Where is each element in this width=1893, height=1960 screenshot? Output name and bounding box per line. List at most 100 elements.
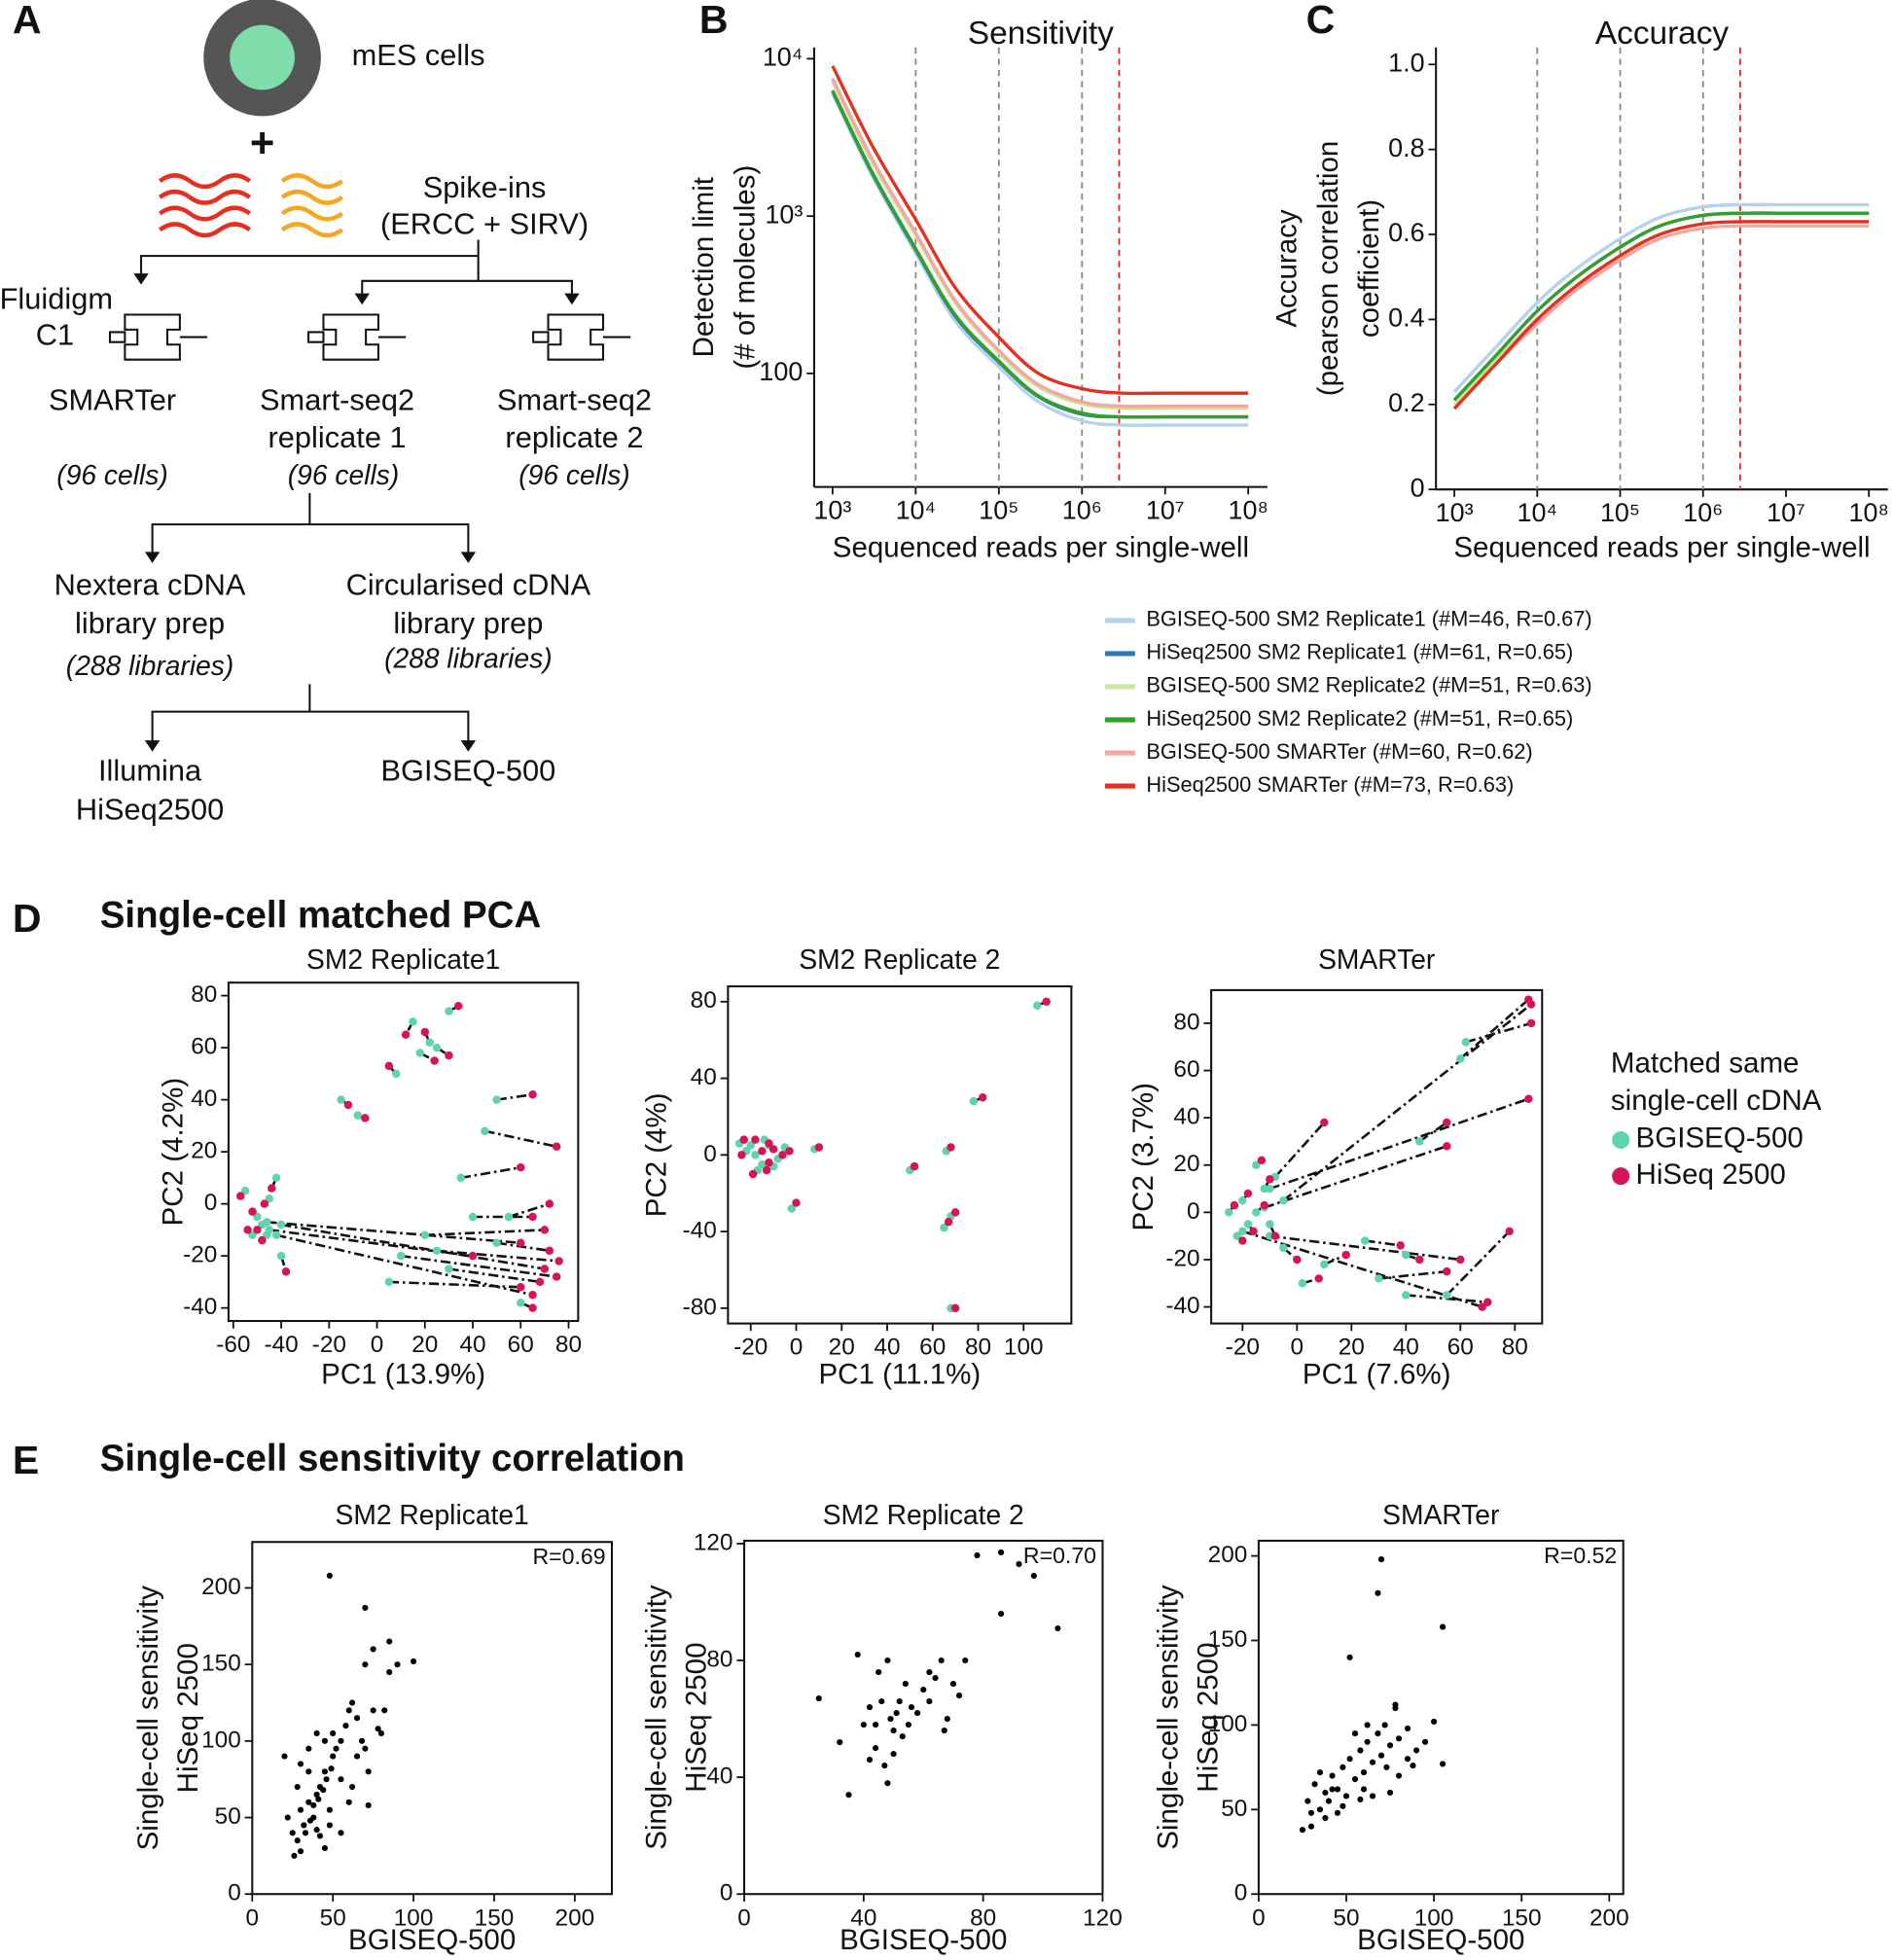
chip-icons — [108, 313, 631, 361]
y-axis-label: PC2 (4%) — [640, 1092, 672, 1217]
point — [432, 1043, 442, 1052]
legend-title: single-cell cDNA — [1611, 1085, 1822, 1117]
point — [1279, 1195, 1288, 1205]
point — [932, 1674, 939, 1682]
x-tick-label: 150 — [475, 1905, 515, 1931]
point — [1260, 1200, 1268, 1210]
point — [748, 1169, 758, 1179]
panel-label: D — [13, 896, 42, 941]
point — [787, 1204, 797, 1213]
point — [430, 1056, 439, 1065]
point — [353, 1111, 363, 1120]
point — [1298, 1279, 1307, 1288]
point — [884, 1657, 891, 1664]
x-tick-label: 10⁶ — [1683, 498, 1723, 527]
point — [1456, 1255, 1465, 1265]
y-tick-label: 0.4 — [1388, 303, 1424, 333]
series-line — [831, 90, 1249, 419]
point — [1320, 1260, 1329, 1269]
point — [330, 1729, 337, 1737]
point — [1322, 1814, 1329, 1822]
point — [887, 1716, 894, 1723]
point — [860, 1722, 867, 1728]
point — [396, 1251, 406, 1261]
x-tick-label: -60 — [216, 1332, 250, 1358]
x-tick-label: 0 — [371, 1332, 384, 1358]
point — [1249, 1227, 1258, 1236]
point — [338, 1830, 344, 1836]
x-tick-label: 80 — [965, 1335, 991, 1361]
point — [294, 1837, 301, 1844]
point — [1266, 1175, 1274, 1184]
chart: SMARTer -20 0 20 40 60 80 -40 -20 0 20 40 60 80 PC1 (7… — [1127, 944, 1822, 1390]
point — [1375, 1730, 1381, 1737]
point — [445, 1265, 453, 1273]
point — [910, 1161, 919, 1171]
point — [321, 1737, 328, 1744]
point — [326, 1806, 333, 1813]
point — [236, 1192, 245, 1200]
series-line — [1452, 224, 1870, 410]
point — [893, 1710, 900, 1717]
point — [758, 1147, 767, 1156]
point — [326, 1572, 333, 1579]
point — [938, 1657, 945, 1664]
point — [890, 1751, 897, 1758]
chart: Sensitivity 10³ 10⁴ 10⁵ 10⁶ 10⁷ 10⁸ 100 10³ 10⁴ Se… — [688, 16, 1592, 797]
spike-in-label: Spike-ins — [423, 170, 547, 204]
point — [353, 1753, 361, 1760]
point — [1329, 1786, 1336, 1793]
y-tick-label: 0 — [703, 1141, 717, 1167]
point — [320, 1787, 327, 1794]
point — [411, 1657, 417, 1665]
protocol-label: SMARTer — [49, 382, 176, 416]
y-tick-label: 120 — [694, 1529, 733, 1555]
y-tick-label: 40 — [691, 1064, 717, 1090]
point — [845, 1792, 852, 1799]
point — [1478, 1302, 1486, 1311]
point — [1415, 1255, 1424, 1265]
y-tick-label: 40 — [706, 1764, 732, 1790]
point — [946, 1143, 955, 1152]
spike-in-icons — [158, 173, 344, 238]
x-tick-label: 0 — [1291, 1335, 1304, 1361]
point — [310, 1801, 317, 1809]
point — [1524, 1094, 1533, 1103]
point — [746, 1141, 755, 1150]
point — [751, 1135, 760, 1144]
point — [1351, 1775, 1359, 1783]
series-line — [831, 77, 1249, 409]
point — [326, 1822, 333, 1829]
point — [271, 1173, 281, 1183]
y-tick-label: 0.8 — [1388, 133, 1424, 162]
point — [1342, 1793, 1350, 1800]
y-tick-label: 40 — [191, 1086, 217, 1112]
chart: SM2 Replicate1 0 50 100 150 200 0 50 100 150 200 BG… — [132, 1499, 614, 1956]
legend-label: BGISEQ-500 SMARTer (#M=60, R=0.62) — [1146, 739, 1532, 764]
chart-title: SM2 Replicate 2 — [799, 944, 1000, 975]
point — [890, 1728, 897, 1734]
x-tick-label: 50 — [320, 1905, 346, 1931]
series-line — [831, 80, 1249, 410]
x-tick-label: 120 — [1083, 1905, 1123, 1931]
point — [1440, 1761, 1447, 1767]
plot-frame — [251, 1541, 614, 1896]
point — [974, 1551, 981, 1559]
pair-line — [275, 1233, 533, 1297]
series-line — [1452, 211, 1870, 402]
point — [926, 1668, 933, 1676]
y-tick-label: 80 — [691, 987, 717, 1014]
chart: SM2 Replicate1 -60 -40 -20 0 20 40 60 80 -40 -20 0 2… — [158, 944, 583, 1390]
chart: Accuracy 10³ 10⁴ 10⁵ 10⁶ 10⁷ 10⁸ 0 0.2 0.4 0.6 0.8 1… — [1271, 16, 1889, 564]
point — [1383, 1764, 1390, 1770]
point — [384, 1061, 394, 1071]
point — [1054, 1624, 1061, 1632]
point — [492, 1095, 501, 1104]
point — [1377, 1556, 1385, 1563]
x-tick-label: 100 — [1414, 1905, 1454, 1931]
y-tick-label: 0 — [1234, 1880, 1248, 1907]
point — [358, 1737, 366, 1744]
point — [301, 1822, 307, 1829]
x-axis-label: PC1 (13.9%) — [321, 1358, 485, 1390]
point — [941, 1728, 947, 1734]
